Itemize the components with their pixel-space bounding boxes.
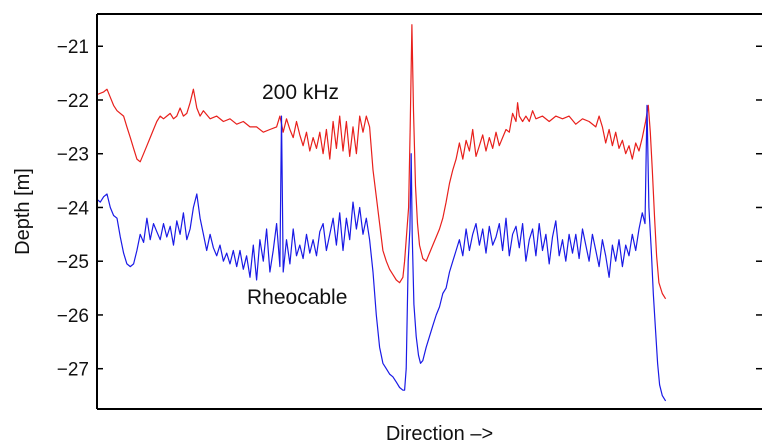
- annotation-200-khz: 200 kHz: [262, 81, 339, 104]
- series-layer: [97, 24, 667, 402]
- x-axis-label: Direction –>: [386, 423, 493, 445]
- series-line-200-khz: [97, 24, 667, 300]
- y-tick-label: −25: [57, 252, 89, 273]
- plot-area: −21 −22 −23 −24 −25 −26 −27 200 kHz Rheocable: [57, 13, 762, 410]
- annotation-rheocable: Rheocable: [247, 286, 347, 309]
- y-tick-label: −22: [57, 91, 89, 112]
- annotations: 200 kHz Rheocable: [247, 81, 347, 309]
- axes-layer: [96, 13, 762, 410]
- y-tick-label: −23: [57, 145, 89, 166]
- y-axis-label: Depth [m]: [12, 168, 34, 255]
- y-tick-label: −26: [57, 306, 89, 327]
- y-tick-label: −21: [57, 37, 89, 58]
- y-ticks: −21 −22 −23 −24 −25 −26 −27: [57, 37, 762, 381]
- y-tick-label: −24: [57, 198, 90, 219]
- series-line-rheocable: [97, 104, 667, 402]
- y-tick-label: −27: [57, 360, 89, 381]
